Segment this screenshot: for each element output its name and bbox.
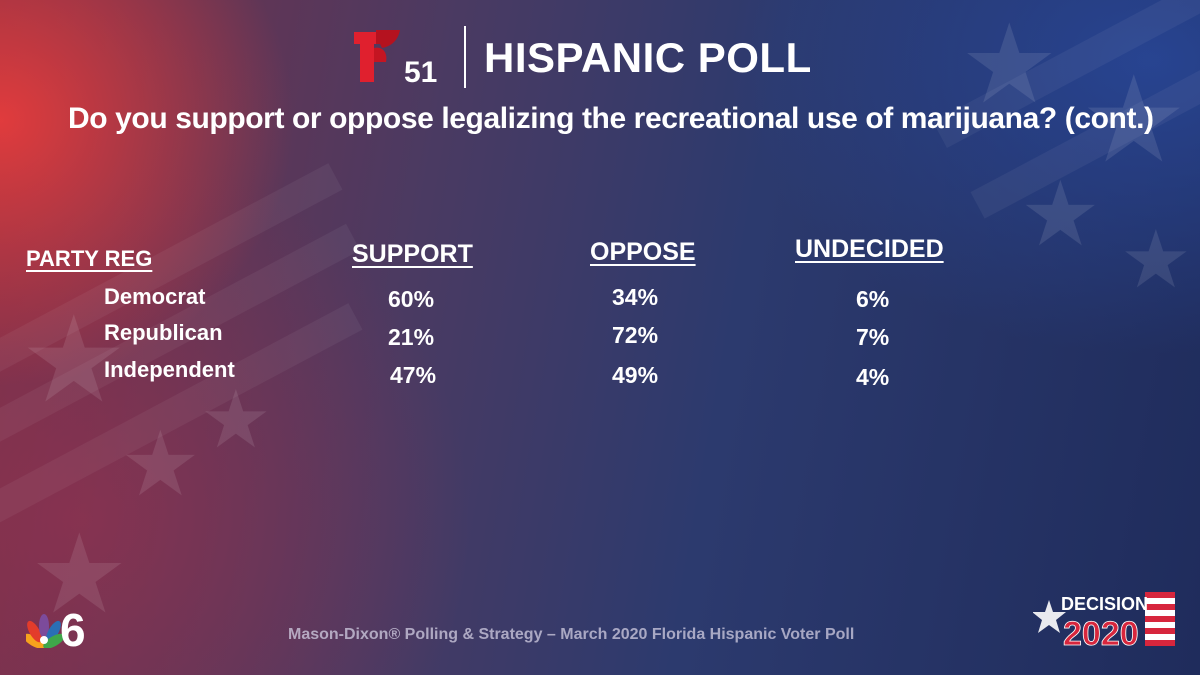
republican-support-value: 21% [388, 324, 435, 350]
channel-number: 51 [404, 56, 437, 86]
star-icon: ★ [200, 375, 272, 464]
star-icon: ★ [1120, 215, 1192, 304]
republican-oppose-value: 72% [612, 322, 659, 348]
peacock-icon [26, 614, 65, 648]
party-reg-header: PARTY REG [26, 246, 153, 271]
support-header: SUPPORT [352, 240, 473, 268]
democrat-undecided-value: 6% [856, 286, 890, 312]
star-icon: ★ [30, 513, 129, 636]
oppose-header: OPPOSE [590, 238, 696, 266]
logo-divider [464, 26, 466, 88]
decision-year: 2020 [1063, 615, 1139, 648]
star-icon [1033, 600, 1066, 633]
star-icon: ★ [1080, 53, 1188, 187]
republican-undecided-value: 7% [856, 324, 890, 350]
independent-support-value: 47% [390, 362, 437, 388]
poll-source: Mason-Dixon® Polling & Strategy – March … [288, 626, 855, 643]
star-icon: ★ [20, 293, 128, 427]
independent-oppose-value: 49% [612, 362, 659, 388]
row-label-republican: Republican [104, 320, 223, 345]
decision-word: DECISION [1061, 594, 1148, 614]
nbc-6-logo: 6 [26, 604, 86, 648]
poll-title: HISPANIC POLL [484, 34, 812, 81]
democrat-support-value: 60% [388, 286, 435, 312]
undecided-header: UNDECIDED [795, 235, 944, 263]
star-icon: ★ [1020, 165, 1101, 265]
star-icon: ★ [960, 3, 1059, 126]
star-icon: ★ [120, 415, 201, 515]
row-label-independent: Independent [104, 357, 235, 382]
telemundo-51-logo: 51 [354, 30, 437, 86]
row-label-democrat: Democrat [104, 284, 206, 309]
nbc-channel-number: 6 [60, 604, 86, 648]
democrat-oppose-value: 34% [612, 284, 659, 310]
independent-undecided-value: 4% [856, 364, 890, 390]
question-text: Do you support or oppose legalizing the … [68, 102, 1154, 135]
decision-2020-logo: DECISION 2020 [1033, 592, 1175, 648]
